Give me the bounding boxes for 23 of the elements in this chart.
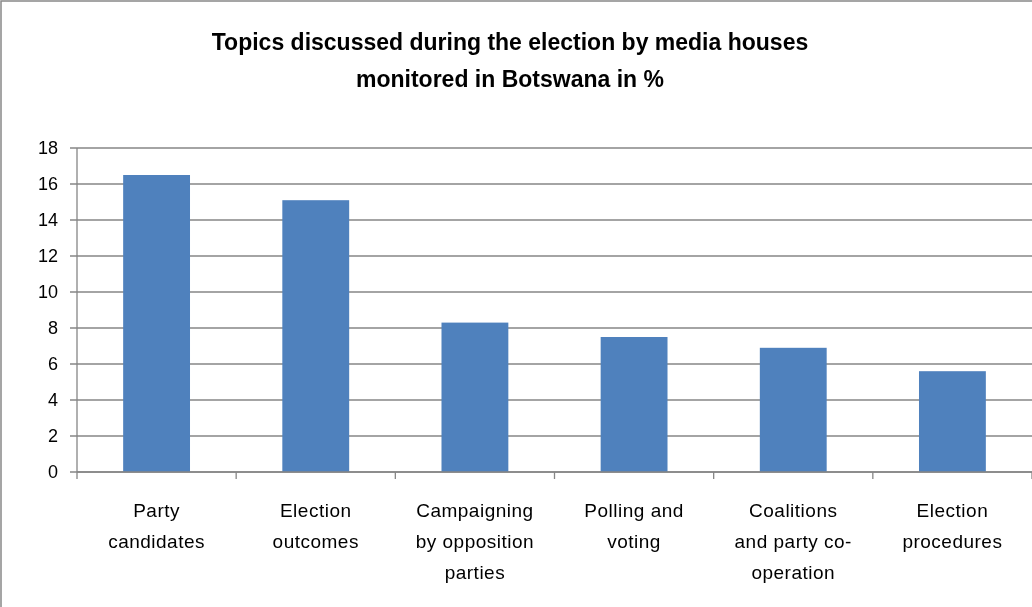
- y-tick-label: 18: [37, 138, 58, 159]
- y-tick-label: 14: [37, 210, 58, 231]
- y-tick-label: 2: [47, 426, 58, 447]
- x-tick-label: Election procedures: [902, 500, 1003, 552]
- y-tick-label: 16: [37, 174, 58, 195]
- y-tick-label: 10: [37, 282, 58, 303]
- y-tick-label: 6: [47, 354, 58, 375]
- x-tick-label: Party candidates: [108, 500, 206, 552]
- chart-title: Topics discussed during the election by media houses monitored in Botswana in %: [211, 29, 809, 92]
- y-tick-label: 4: [47, 390, 58, 411]
- y-tick-label: 0: [47, 462, 58, 483]
- x-tick-label: Polling and voting: [584, 500, 684, 552]
- bar: [123, 175, 191, 472]
- x-tick-label: Coalitions and party co-operation: [734, 500, 852, 583]
- bar: [918, 371, 986, 472]
- bar: [759, 347, 827, 472]
- x-tick-label: Election outcomes: [272, 500, 359, 552]
- y-tick-label: 12: [37, 246, 58, 267]
- x-tick-label: Campaigning by opposition parties: [415, 500, 535, 583]
- bar: [282, 200, 350, 472]
- y-tick-label: 8: [47, 318, 58, 339]
- bar: [441, 322, 509, 472]
- bar: [600, 337, 668, 472]
